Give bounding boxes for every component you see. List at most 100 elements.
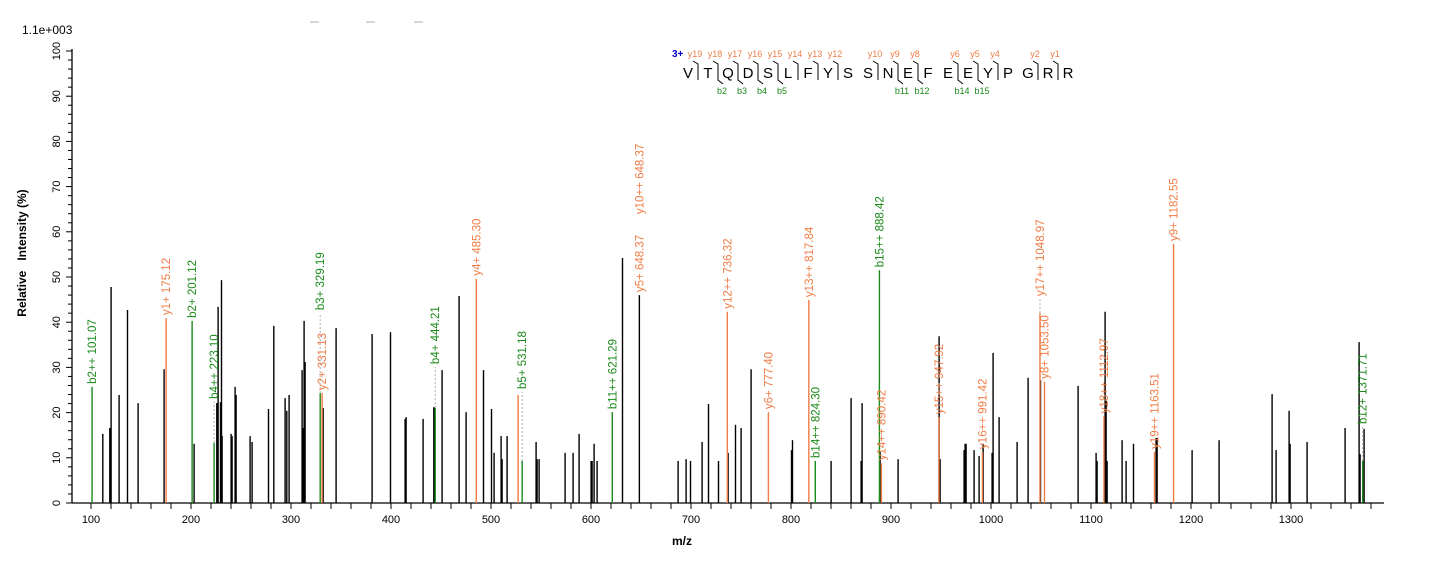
y-cleavage-label: y19 [688, 49, 703, 59]
y-cleavage-mark [832, 60, 839, 80]
y-tick-label: 40 [51, 316, 63, 328]
residue: S [863, 65, 873, 82]
axes: 100 200 300 400 500 600 700 800 900 1000 1100 1200 1… [51, 42, 1384, 526]
y-cleavage-mark [992, 60, 999, 80]
y-cleavage-label: y17 [728, 49, 743, 59]
residue: Y [983, 65, 993, 82]
y-cleavage-label: y6 [950, 49, 960, 59]
b-cleavage-label: b14 [954, 86, 969, 96]
y-tick-label: 60 [51, 226, 63, 238]
residue: E [963, 65, 973, 82]
y-tick-label: 0 [51, 500, 63, 506]
y-ion-label: y9+ 1182.55 [1169, 178, 1181, 241]
y-cleavage-mark [1032, 60, 1039, 80]
y-tick-label: 80 [51, 135, 63, 147]
x-tick-label: 600 [582, 514, 600, 526]
residue: V [683, 65, 693, 82]
y-ion-label: y13++ 817.84 [804, 226, 816, 297]
y-cleavage-label: y15 [768, 49, 783, 59]
residue: E [943, 65, 953, 82]
y-cleavage-mark [892, 60, 899, 80]
b-cleavage-label: b4 [757, 86, 767, 96]
y-cleavage-label: y9 [890, 49, 900, 59]
residue: Q [722, 65, 734, 82]
b-cleavage-mark [977, 64, 984, 85]
x-tick-label: 1200 [1179, 514, 1203, 526]
y-ion-label: y19++ 1163.51 [1150, 373, 1162, 449]
residue: R [1043, 65, 1054, 82]
y-cleavage-mark [712, 60, 719, 80]
b-ion-label: b3+ 329.19 [315, 252, 327, 310]
b-ion-label: b14++ 824.30 [810, 387, 822, 458]
residue: S [763, 65, 773, 82]
x-tick-label: 500 [482, 514, 500, 526]
x-axis-label: m/z [672, 534, 693, 548]
b-ion-label: b2+ 201.12 [187, 260, 199, 318]
x-tick-label: 900 [882, 514, 900, 526]
y-ion-label: y2+ 331.13 [317, 333, 329, 390]
x-tick-label: 100 [82, 514, 100, 526]
b-cleavage-mark [777, 64, 784, 85]
y-cleavage-label: y2 [1030, 49, 1040, 59]
b-cleavage-mark [717, 64, 724, 85]
b-cleavage-label: b2 [717, 86, 727, 96]
b-ion-label: b11++ 621.29 [607, 339, 619, 409]
residue: G [1022, 65, 1034, 82]
residue: L [784, 65, 792, 82]
b-cleavage-mark [897, 64, 904, 85]
x-tick-label: 200 [182, 514, 200, 526]
y-cleavage-label: y13 [808, 49, 823, 59]
y-cleavage-mark [952, 60, 959, 80]
y-cleavage-label: y10 [868, 49, 883, 59]
b-ion-label: b15++ 888.42 [874, 196, 886, 267]
y-tick-label: 90 [51, 90, 63, 102]
y-cleavage-label: y4 [990, 49, 1000, 59]
y-cleavage-label: y14 [788, 49, 803, 59]
y-cleavage-mark [752, 60, 759, 80]
b-cleavage-mark [917, 64, 924, 85]
b-cleavage-mark [757, 64, 764, 85]
residue: T [703, 65, 712, 82]
x-tick-label: 300 [282, 514, 300, 526]
x-tick-label: 700 [682, 514, 700, 526]
charge-state: 3+ [672, 49, 684, 60]
y-ion-label: y1+ 175.12 [161, 258, 173, 315]
b-cleavage-mark [957, 64, 964, 85]
y-ion-label: y15++ 947.92 [934, 344, 946, 414]
y-cleavage-mark [912, 60, 919, 80]
intensity-scale-label: 1.1e+003 [22, 23, 73, 37]
residue: N [883, 65, 894, 82]
residue: S [843, 65, 853, 82]
y-ion-label: y12++ 736.32 [722, 238, 734, 308]
y-cleavage-mark [872, 60, 879, 80]
peaks [102, 258, 1365, 503]
residue: E [903, 65, 913, 82]
y-cleavage-label: y18 [708, 49, 723, 59]
b-ion-label: b12+ 1371.71 [1358, 353, 1370, 424]
y-cleavage-label: y12 [828, 49, 843, 59]
y-ion-label: y6+ 777.40 [763, 352, 775, 409]
b-ion-label: b5+ 531.18 [517, 331, 529, 389]
y-ion-label: y5+ 648.37 [634, 235, 646, 292]
y-cleavage-mark [772, 60, 779, 80]
y-cleavage-label: y1 [1050, 49, 1060, 59]
residue: Y [823, 65, 833, 82]
y-ion-label: y18++ 1112.97 [1099, 338, 1111, 413]
b-ion-label: b4++ 223.10 [209, 334, 221, 399]
b-ion-label: b2++ 101.07 [87, 319, 99, 384]
y-cleavage-label: y8 [910, 49, 920, 59]
y-ion-label: y4+ 485.30 [471, 219, 483, 276]
y-cleavage-mark [692, 60, 699, 80]
y-cleavage-label: y16 [748, 49, 763, 59]
y-cleavage-label: y5 [970, 49, 980, 59]
y-ion-label: y14++ 890.42 [876, 390, 888, 460]
residue: F [923, 65, 932, 82]
y-tick-label: 100 [51, 42, 63, 60]
b-cleavage-label: b5 [777, 86, 787, 96]
annotations: b2++ 101.07 y1+ 175.12 b2+ 201.12 b4++ 223.… [87, 144, 1370, 503]
y-cleavage-mark [1052, 60, 1059, 80]
y-tick-label: 20 [51, 406, 63, 418]
y-cleavage-mark [972, 60, 979, 80]
